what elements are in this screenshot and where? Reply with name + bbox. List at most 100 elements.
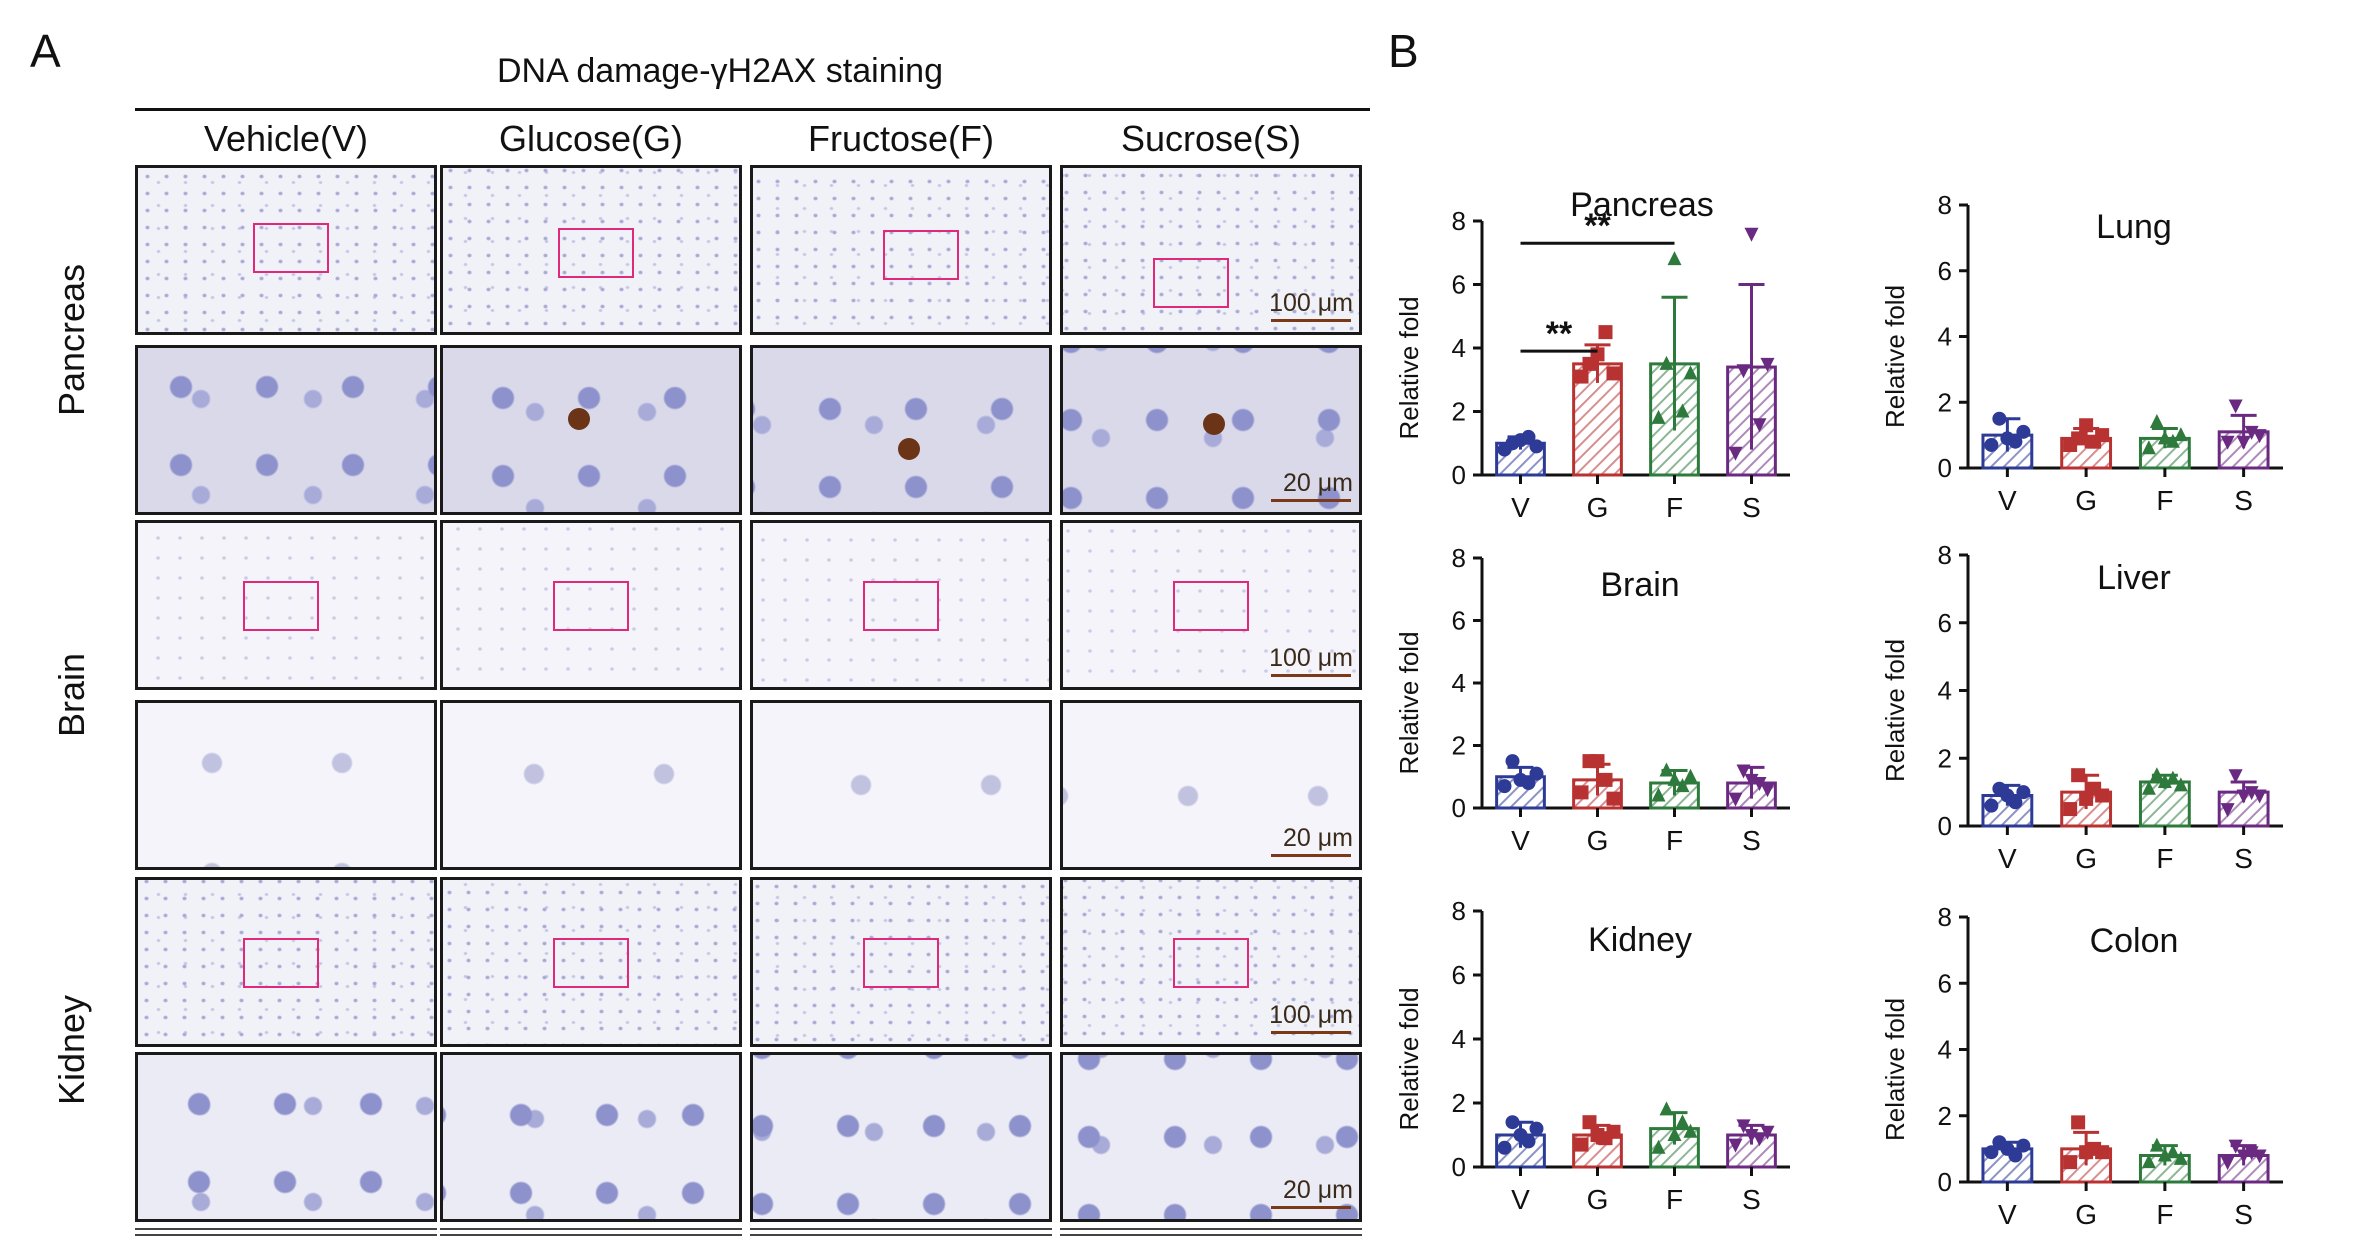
y-axis-label: Relative fold — [1880, 639, 1910, 782]
y-tick-label: 6 — [1938, 608, 1952, 638]
bottom-rule — [750, 1228, 1052, 1230]
y-axis-label: Relative fold — [1394, 987, 1424, 1130]
data-point — [2220, 803, 2235, 818]
positive-stain-spot — [568, 408, 590, 430]
y-tick-label: 0 — [1938, 453, 1952, 483]
bottom-rule — [135, 1234, 437, 1236]
y-axis-label: Relative fold — [1394, 631, 1424, 774]
data-point — [2079, 418, 2094, 433]
y-axis-label: Relative fold — [1880, 285, 1910, 428]
scale-bar-label: 20 μm — [1283, 469, 1353, 497]
chart-kidney: Kidney 0 2 4 6 8 Relative fold V G F S — [1394, 896, 1790, 1215]
data-point — [2165, 433, 2180, 448]
chart-colon: Colon 0 2 4 6 8 Relative fold V G F S — [1880, 902, 2283, 1230]
y-tick-label: 0 — [1938, 811, 1952, 841]
scale-bar-label: 100 μm — [1269, 289, 1353, 317]
bottom-rule — [1060, 1228, 1362, 1230]
data-point — [1521, 1134, 1536, 1149]
micrograph-overview — [440, 165, 742, 335]
y-tick-label: 0 — [1452, 793, 1466, 823]
scale-bar-label: 100 μm — [1269, 1001, 1353, 1029]
data-point — [2220, 1156, 2235, 1171]
data-point — [1728, 446, 1743, 461]
column-label: Sucrose(S) — [1120, 118, 1302, 159]
x-tick-label: V — [1998, 1199, 2017, 1230]
data-point — [1497, 779, 1512, 794]
micrograph-zoom: 20 μm — [1060, 345, 1362, 515]
chart-pancreas: Pancreas 0 2 4 6 8 Relative fold V G F S ** ** — [1394, 186, 1790, 523]
bottom-rule — [440, 1228, 742, 1230]
micrograph-zoom — [750, 1052, 1052, 1222]
data-point — [2228, 769, 2243, 784]
data-point — [2220, 435, 2235, 450]
y-tick-label: 0 — [1938, 1167, 1952, 1197]
y-tick-label: 6 — [1938, 256, 1952, 286]
y-tick-label: 4 — [1452, 668, 1466, 698]
micrograph-overview — [750, 877, 1052, 1047]
chart-lung: Lung 0 2 4 6 8 Relative fold V G F S — [1880, 190, 2283, 516]
y-tick-label: 8 — [1938, 190, 1952, 220]
micrograph-overview — [135, 520, 437, 690]
data-point — [2252, 1149, 2267, 1164]
y-tick-label: 8 — [1938, 540, 1952, 570]
roi-box — [553, 581, 629, 631]
x-tick-label: V — [1511, 825, 1530, 856]
micrograph-zoom — [440, 700, 742, 870]
x-tick-label: S — [1742, 1184, 1761, 1215]
y-axis-label: Relative fold — [1394, 296, 1424, 439]
significance-label: ** — [1584, 207, 1611, 245]
y-tick-label: 6 — [1938, 968, 1952, 998]
panel-a-title-rule — [135, 108, 1370, 111]
scale-bar — [1271, 319, 1351, 322]
data-point — [1529, 1121, 1544, 1136]
significance-label: ** — [1546, 315, 1573, 353]
data-point — [2095, 788, 2110, 803]
roi-box — [1173, 938, 1249, 988]
data-point — [1651, 409, 1666, 424]
x-tick-label: G — [1587, 492, 1609, 523]
data-point — [2228, 399, 2243, 414]
data-point — [1728, 1138, 1743, 1153]
x-tick-label: V — [1511, 1184, 1530, 1215]
x-tick-label: F — [2156, 485, 2173, 516]
panel-a-title: DNA damage-γH2AX staining — [496, 52, 943, 90]
data-point — [2008, 434, 2023, 449]
x-tick-label: S — [2234, 485, 2253, 516]
data-point — [1683, 1123, 1698, 1138]
data-point — [1606, 791, 1621, 806]
data-point — [1752, 777, 1767, 791]
data-point — [1675, 1114, 1690, 1129]
x-tick-label: S — [2234, 1199, 2253, 1230]
roi-box — [1153, 258, 1229, 308]
y-tick-label: 2 — [1452, 397, 1466, 427]
data-point — [1744, 227, 1759, 242]
y-tick-label: 4 — [1938, 1035, 1952, 1065]
bottom-rule — [135, 1228, 437, 1230]
chart-title: Colon — [2090, 922, 2179, 960]
scale-bar — [1271, 674, 1351, 677]
data-point — [1521, 429, 1536, 444]
data-point — [2016, 785, 2031, 800]
positive-stain-spot — [898, 438, 920, 460]
data-point — [2157, 430, 2172, 445]
micrograph-zoom — [135, 700, 437, 870]
y-tick-label: 2 — [1938, 743, 1952, 773]
y-tick-label: 6 — [1452, 606, 1466, 636]
y-tick-label: 0 — [1452, 460, 1466, 490]
chart-title: Liver — [2097, 559, 2171, 597]
data-point — [2095, 428, 2110, 443]
roi-box — [553, 938, 629, 988]
data-point — [1984, 798, 1999, 813]
data-point — [2063, 802, 2078, 817]
data-point — [2016, 1138, 2031, 1153]
data-point — [2236, 1149, 2251, 1164]
bottom-rule — [440, 1234, 742, 1236]
data-point — [2173, 777, 2188, 792]
y-tick-label: 4 — [1452, 333, 1466, 363]
x-tick-label: G — [2075, 843, 2097, 874]
data-point — [1574, 1137, 1589, 1152]
data-point — [2252, 789, 2267, 804]
x-tick-label: G — [1587, 1184, 1609, 1215]
x-tick-label: S — [1742, 825, 1761, 856]
